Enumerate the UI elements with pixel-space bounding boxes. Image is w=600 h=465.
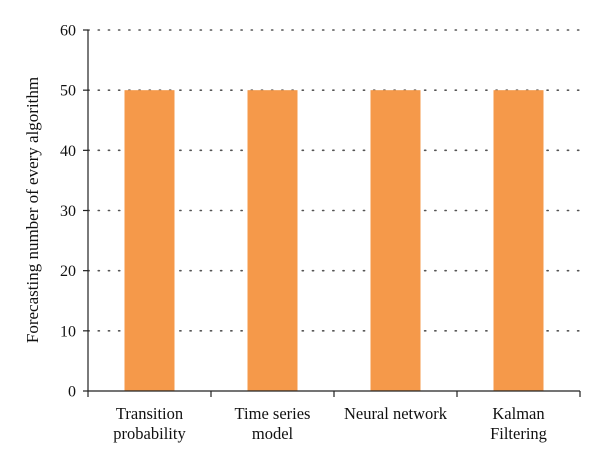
bar: [370, 90, 421, 392]
bar: [124, 90, 175, 392]
y-tick-label: 10: [60, 323, 76, 340]
y-tick-label: 30: [60, 203, 76, 220]
bar: [493, 90, 544, 392]
y-ticks: 0 10 20 30 40 50 60: [60, 23, 88, 401]
x-tick-label: Kalman Filtering: [490, 404, 547, 443]
x-tick-labels: Transition probability Time series model Neu…: [113, 404, 547, 443]
y-tick-label: 50: [60, 83, 76, 100]
x-tick-label: Neural network: [344, 404, 448, 423]
y-tick-label: 20: [60, 263, 76, 280]
y-tick-label: 40: [60, 143, 76, 160]
x-ticks: [87, 391, 581, 397]
y-tick-label: 0: [68, 384, 76, 401]
x-tick-label: Time series model: [235, 404, 311, 443]
bars: [124, 90, 544, 392]
y-axis-label: Forecasting number of every algorithm: [23, 77, 42, 343]
bar: [247, 90, 298, 392]
y-tick-label: 60: [60, 23, 76, 40]
x-tick-label: Transition probability: [113, 404, 186, 443]
